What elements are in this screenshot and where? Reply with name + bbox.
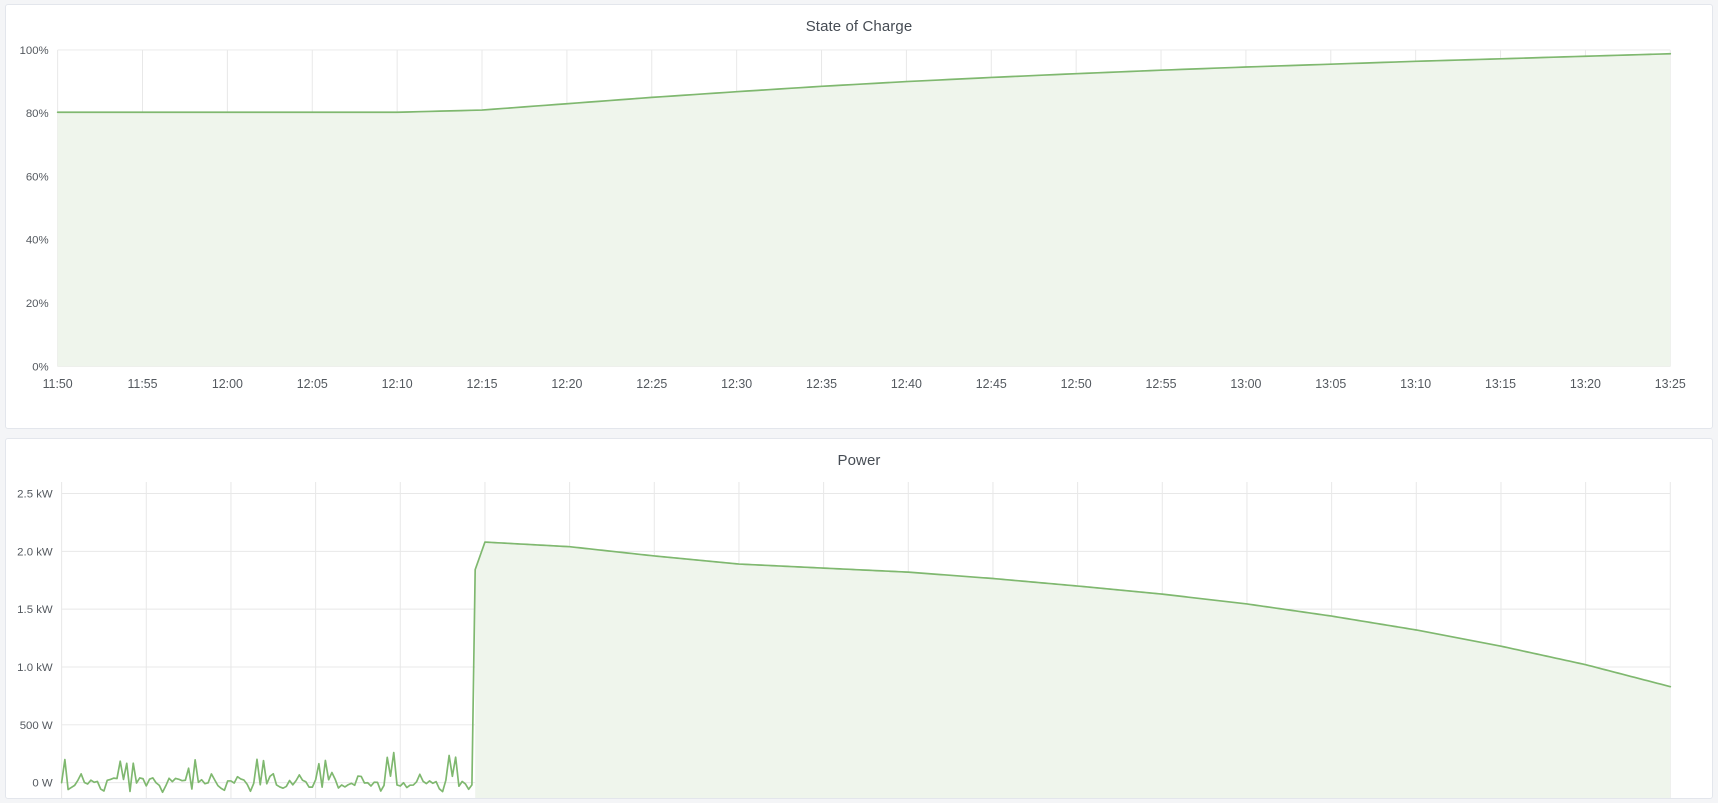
y-axis-tick-label: 500 W	[20, 720, 53, 732]
series-area-fill	[475, 542, 1671, 798]
chart-power[interactable]: 0 W 500 W 1.0 kW 1.5 kW 2.0 kW 2.5 kW	[6, 472, 1712, 798]
y-axis-tick-label: 2.0 kW	[17, 546, 53, 558]
y-axis-tick-label: 20%	[26, 298, 49, 310]
y-axis-tick-label: 0 W	[32, 778, 53, 790]
x-axis-tick-label: 12:25	[636, 377, 667, 391]
x-axis-tick-label: 13:00	[1230, 377, 1261, 391]
y-axis-tick-label: 100%	[20, 45, 49, 57]
x-axis-tick-label: 13:10	[1400, 377, 1431, 391]
y-axis-tick-label: 1.0 kW	[17, 662, 53, 674]
y-axis-tick-label: 0%	[32, 361, 48, 373]
x-axis-tick-label: 12:45	[976, 377, 1007, 391]
x-axis-tick-label: 12:10	[382, 377, 413, 391]
x-axis-tick-label: 12:35	[806, 377, 837, 391]
x-axis-tick-label: 11:55	[127, 377, 157, 391]
x-axis-tick-label: 12:55	[1146, 377, 1177, 391]
x-axis-tick-label: 13:15	[1485, 377, 1516, 391]
series-line[interactable]	[60, 541, 1672, 794]
x-axis-tick-label: 12:30	[721, 377, 752, 391]
x-axis-tick-label: 13:25	[1655, 377, 1686, 391]
x-axis-tick-label: 11:50	[43, 377, 73, 391]
panel-title-state-of-charge: State of Charge	[805, 18, 913, 35]
series-area-fill	[57, 53, 1671, 367]
plot-area-state-of-charge[interactable]: 0% 20% 40% 60% 80% 100% 11:50 11:55 12:00 12:05 12…	[6, 38, 1712, 428]
x-axis-tick-label: 12:40	[891, 377, 922, 391]
panel-title-power: Power	[837, 452, 881, 469]
y-axis-tick-label: 1.5 kW	[17, 604, 53, 616]
x-axis-tick-label: 13:20	[1570, 377, 1601, 391]
y-axis-tick-label: 40%	[26, 235, 49, 247]
x-axis-tick-label: 12:00	[212, 377, 243, 391]
y-axis-tick-label: 2.5 kW	[17, 488, 53, 500]
y-axis-tick-label: 80%	[26, 108, 49, 120]
x-axis-tick-label: 12:15	[467, 377, 498, 391]
plot-area-power[interactable]: 0 W 500 W 1.0 kW 1.5 kW 2.0 kW 2.5 kW	[6, 472, 1712, 798]
x-axis-tick-label: 12:05	[297, 377, 328, 391]
x-axis-tick-label: 12:50	[1061, 377, 1092, 391]
chart-state-of-charge[interactable]: 0% 20% 40% 60% 80% 100% 11:50 11:55 12:00 12:05 12…	[6, 38, 1712, 428]
panel-power[interactable]: Power 0 W 500 W 1.0 kW 1.5 kW 2.0 kW 2.5 kW	[5, 438, 1713, 799]
y-axis-tick-label: 60%	[26, 171, 49, 183]
x-axis-tick-label: 12:20	[551, 377, 582, 391]
x-axis-tick-label: 13:05	[1315, 377, 1346, 391]
series-line[interactable]	[56, 52, 1672, 114]
panel-state-of-charge[interactable]: State of Charge 0% 20% 40% 60% 80% 100% 11:50 1…	[5, 4, 1713, 429]
